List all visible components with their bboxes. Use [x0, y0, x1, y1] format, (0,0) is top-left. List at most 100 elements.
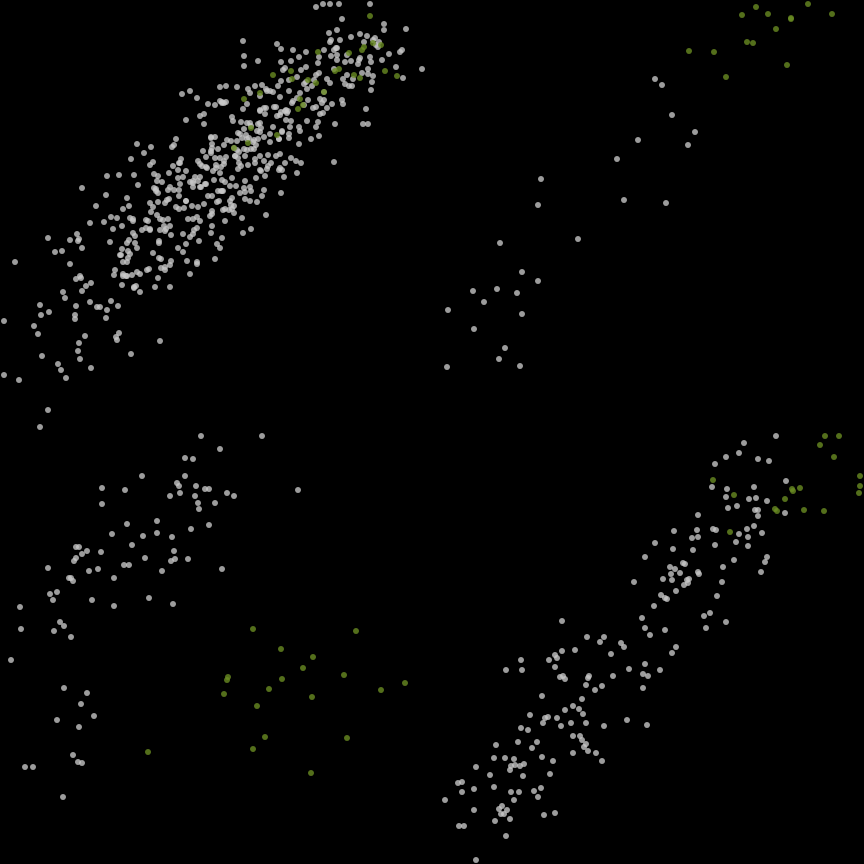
- scatter-point-bg: [171, 142, 177, 148]
- scatter-point-bg: [216, 198, 222, 204]
- scatter-point-bg: [493, 742, 499, 748]
- scatter-point-bg: [456, 823, 462, 829]
- scatter-point-bg: [303, 64, 309, 70]
- scatter-point-bg: [570, 703, 576, 709]
- scatter-point-bg: [240, 230, 246, 236]
- scatter-point-bg: [104, 173, 110, 179]
- scatter-point-bg: [167, 284, 173, 290]
- scatter-point-bg: [195, 500, 201, 506]
- scatter-point-bg: [758, 569, 764, 575]
- scatter-point-bg: [187, 234, 193, 240]
- scatter-point-bg: [235, 130, 241, 136]
- scatter-point-bg: [473, 857, 479, 863]
- scatter-point-bg: [180, 231, 186, 237]
- scatter-point-bg: [60, 289, 66, 295]
- scatter-point-bg: [78, 701, 84, 707]
- scatter-point-bg: [45, 235, 51, 241]
- scatter-point-bg: [212, 500, 218, 506]
- scatter-point-bg: [187, 179, 193, 185]
- scatter-point-bg: [129, 542, 135, 548]
- scatter-point-bg: [736, 450, 742, 456]
- scatter-point-bg: [222, 218, 228, 224]
- scatter-point-bg: [262, 111, 268, 117]
- scatter-point-bg: [773, 433, 779, 439]
- scatter-point-bg: [183, 117, 189, 123]
- scatter-point-bg: [270, 89, 276, 95]
- scatter-point-bg: [67, 237, 73, 243]
- scatter-point-bg: [278, 78, 284, 84]
- scatter-point-fg: [711, 49, 717, 55]
- scatter-point-bg: [519, 311, 525, 317]
- scatter-point-bg: [535, 202, 541, 208]
- scatter-point-bg: [545, 714, 551, 720]
- scatter-point-bg: [445, 307, 451, 313]
- scatter-point-bg: [155, 275, 161, 281]
- scatter-point-bg: [131, 285, 137, 291]
- scatter-point-bg: [397, 49, 403, 55]
- scatter-point-bg: [108, 214, 114, 220]
- scatter-point-bg: [177, 490, 183, 496]
- scatter-point-bg: [153, 188, 159, 194]
- scatter-point-bg: [520, 773, 526, 779]
- scatter-point-fg: [308, 770, 314, 776]
- scatter-point-bg: [279, 167, 285, 173]
- scatter-point-bg: [470, 288, 476, 294]
- scatter-point-bg: [583, 682, 589, 688]
- scatter-point-bg: [552, 810, 558, 816]
- scatter-point-bg: [701, 613, 707, 619]
- scatter-point-fg: [394, 73, 400, 79]
- scatter-point-fg: [295, 106, 301, 112]
- scatter-point-bg: [539, 693, 545, 699]
- scatter-point-bg: [642, 554, 648, 560]
- scatter-point-bg: [527, 712, 533, 718]
- scatter-point-bg: [241, 63, 247, 69]
- scatter-point-bg: [723, 454, 729, 460]
- scatter-point-bg: [89, 597, 95, 603]
- scatter-point-bg: [608, 651, 614, 657]
- scatter-point-bg: [294, 170, 300, 176]
- scatter-point-bg: [187, 271, 193, 277]
- scatter-point-bg: [209, 223, 215, 229]
- scatter-point-bg: [585, 748, 591, 754]
- scatter-point-fg: [221, 691, 227, 697]
- scatter-point-bg: [278, 59, 284, 65]
- scatter-point-fg: [822, 433, 828, 439]
- scatter-point-bg: [342, 81, 348, 87]
- scatter-point-bg: [175, 167, 181, 173]
- scatter-point-bg: [182, 455, 188, 461]
- scatter-point-bg: [572, 647, 578, 653]
- scatter-point-bg: [315, 60, 321, 66]
- scatter-point-bg: [98, 549, 104, 555]
- scatter-point-bg: [217, 84, 223, 90]
- scatter-point-fg: [341, 672, 347, 678]
- scatter-point-bg: [117, 252, 123, 258]
- scatter-point-bg: [196, 506, 202, 512]
- scatter-point-bg: [304, 118, 310, 124]
- scatter-point-fg: [367, 13, 373, 19]
- scatter-point-bg: [517, 363, 523, 369]
- scatter-point-bg: [290, 47, 296, 53]
- scatter-point-bg: [187, 88, 193, 94]
- scatter-point-bg: [671, 528, 677, 534]
- scatter-point-bg: [158, 256, 164, 262]
- scatter-point-bg: [228, 202, 234, 208]
- scatter-point-bg: [263, 212, 269, 218]
- scatter-point-bg: [503, 667, 509, 673]
- scatter-point-bg: [342, 59, 348, 65]
- scatter-point-bg: [403, 26, 409, 32]
- scatter-point-bg: [162, 200, 168, 206]
- scatter-point-bg: [692, 129, 698, 135]
- scatter-point-bg: [62, 295, 68, 301]
- scatter-point-bg: [304, 86, 310, 92]
- scatter-point-bg: [94, 304, 100, 310]
- scatter-point-bg: [491, 784, 497, 790]
- scatter-point-bg: [87, 220, 93, 226]
- scatter-point-bg: [242, 153, 248, 159]
- scatter-point-bg: [321, 47, 327, 53]
- scatter-point-bg: [150, 159, 156, 165]
- scatter-point-fg: [686, 48, 692, 54]
- scatter-point-bg: [99, 485, 105, 491]
- scatter-point-bg: [181, 205, 187, 211]
- scatter-point-bg: [219, 566, 225, 572]
- scatter-point-bg: [196, 238, 202, 244]
